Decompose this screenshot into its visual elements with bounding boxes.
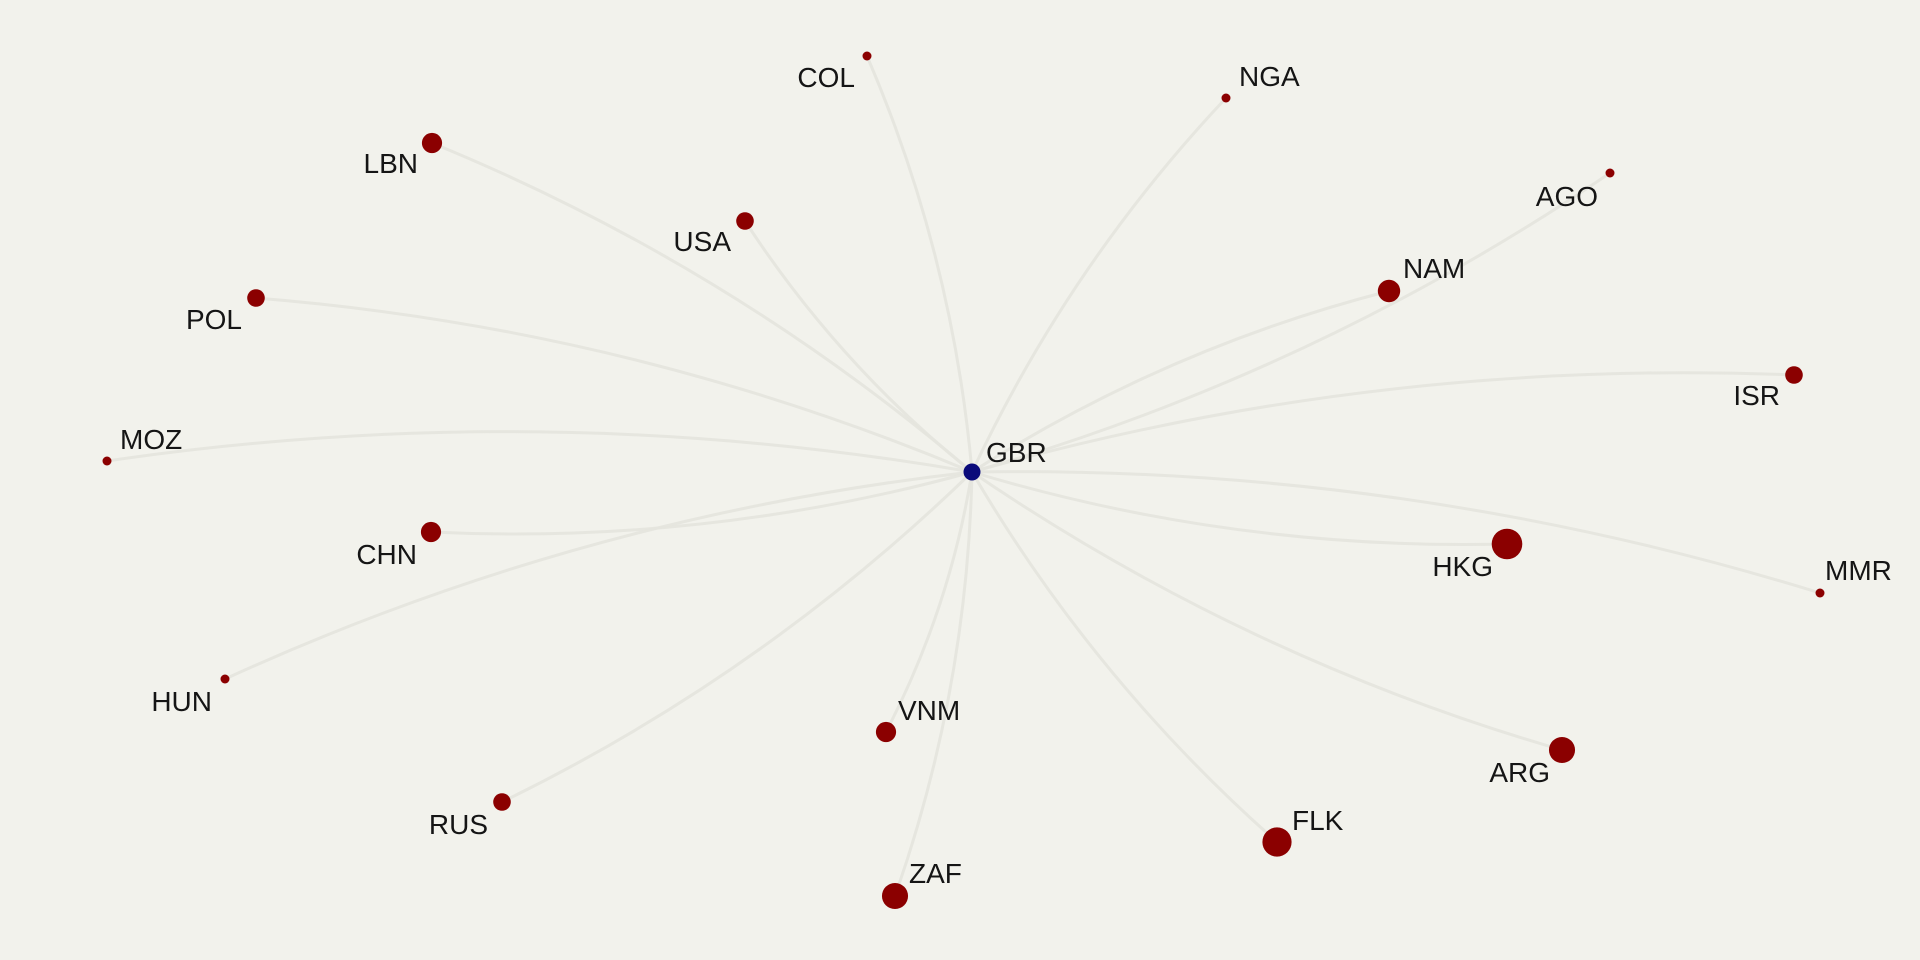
nodes-layer — [102, 51, 1825, 910]
node-label-gbr: GBR — [986, 437, 1047, 468]
edge-gbr-ago — [970, 171, 1612, 474]
node-label-nga: NGA — [1239, 61, 1300, 92]
edge-gbr-hun — [223, 470, 974, 681]
node-label-usa: USA — [673, 226, 731, 257]
edge-gbr-rus — [500, 470, 974, 804]
edge-gbr-flk — [970, 470, 1279, 844]
edge-gbr-vnm — [884, 470, 974, 734]
edge-gbr-lbn — [430, 141, 974, 474]
edge-gbr-chn — [429, 470, 974, 536]
node-hkg[interactable] — [1491, 528, 1523, 560]
node-label-lbn: LBN — [364, 148, 418, 179]
edge-gbr-arg — [970, 470, 1564, 752]
node-lbn[interactable] — [421, 132, 443, 154]
node-label-hkg: HKG — [1432, 551, 1493, 582]
node-label-ago: AGO — [1536, 181, 1598, 212]
node-chn[interactable] — [420, 521, 442, 543]
node-rus[interactable] — [493, 793, 511, 811]
node-col[interactable] — [862, 51, 872, 61]
edge-gbr-nga — [970, 96, 1228, 474]
node-label-pol: POL — [186, 304, 242, 335]
node-pol[interactable] — [247, 289, 265, 307]
edge-gbr-pol — [254, 296, 974, 474]
node-arg[interactable] — [1548, 736, 1576, 764]
node-hun[interactable] — [220, 674, 230, 684]
node-mmr[interactable] — [1815, 588, 1825, 598]
node-zaf[interactable] — [881, 882, 909, 910]
edge-gbr-hkg — [970, 470, 1509, 547]
node-vnm[interactable] — [875, 721, 897, 743]
node-label-flk: FLK — [1292, 805, 1344, 836]
edge-gbr-usa — [743, 219, 974, 474]
node-label-nam: NAM — [1403, 253, 1465, 284]
edge-gbr-mmr — [970, 470, 1822, 595]
node-label-chn: CHN — [356, 539, 417, 570]
node-flk[interactable] — [1262, 827, 1292, 857]
edge-gbr-nam — [970, 289, 1391, 474]
edge-gbr-moz — [105, 430, 974, 474]
node-gbr[interactable] — [963, 463, 981, 481]
node-label-arg: ARG — [1489, 757, 1550, 788]
edges-layer — [105, 54, 1822, 898]
node-moz[interactable] — [102, 456, 112, 466]
edge-gbr-zaf — [893, 470, 974, 898]
edge-gbr-col — [865, 54, 974, 474]
node-usa[interactable] — [736, 212, 754, 230]
node-nam[interactable] — [1377, 279, 1401, 303]
node-ago[interactable] — [1605, 168, 1615, 178]
node-label-moz: MOZ — [120, 424, 182, 455]
node-label-rus: RUS — [429, 809, 488, 840]
node-label-zaf: ZAF — [909, 858, 962, 889]
node-label-isr: ISR — [1733, 380, 1780, 411]
node-label-mmr: MMR — [1825, 555, 1892, 586]
node-nga[interactable] — [1221, 93, 1231, 103]
node-label-hun: HUN — [151, 686, 212, 717]
node-label-col: COL — [797, 62, 855, 93]
node-label-vnm: VNM — [898, 695, 960, 726]
edge-gbr-isr — [970, 371, 1796, 474]
labels-layer: GBR COL NGA LBN USA AGO NAM POL ISR MOZ CHN HKG MMR H… — [120, 61, 1892, 889]
node-isr[interactable] — [1785, 366, 1803, 384]
